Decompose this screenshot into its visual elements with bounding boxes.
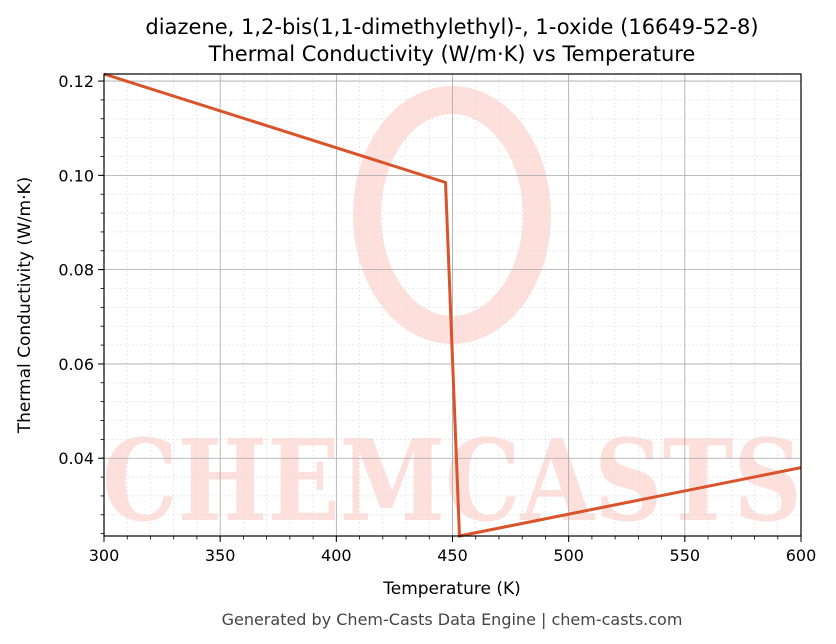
watermark-logo-ring — [353, 86, 551, 344]
footer-credit: Generated by Chem-Casts Data Engine | ch… — [222, 610, 683, 629]
chart-subtitle: Thermal Conductivity (W/m·K) vs Temperat… — [208, 42, 696, 66]
series-layer — [103, 72, 802, 538]
x-axis-ticks: 300 350 400 450 500 550 600 — [89, 536, 817, 565]
watermark-text: CHEMCASTS — [102, 416, 802, 547]
x-tick-label: 400 — [321, 546, 352, 565]
y-tick-label: 0.04 — [58, 449, 94, 468]
series-line — [103, 72, 802, 538]
x-tick-label: 500 — [553, 546, 584, 565]
y-tick-label: 0.12 — [58, 72, 94, 91]
chart-title: diazene, 1,2-bis(1,1-dimethylethyl)-, 1-… — [145, 15, 758, 39]
y-axis-label: Thermal Conductivity (W/m·K) — [15, 177, 35, 435]
x-tick-label: 450 — [437, 546, 468, 565]
y-tick-label: 0.10 — [58, 166, 94, 185]
x-tick-label: 350 — [205, 546, 236, 565]
x-tick-label: 600 — [786, 546, 817, 565]
x-tick-label: 550 — [670, 546, 701, 565]
y-tick-label: 0.08 — [58, 261, 94, 280]
y-tick-label: 0.06 — [58, 355, 94, 374]
x-tick-label: 300 — [89, 546, 120, 565]
x-axis-label: Temperature (K) — [382, 579, 521, 599]
y-axis-ticks: 0.04 0.06 0.08 0.10 0.12 — [58, 72, 104, 535]
